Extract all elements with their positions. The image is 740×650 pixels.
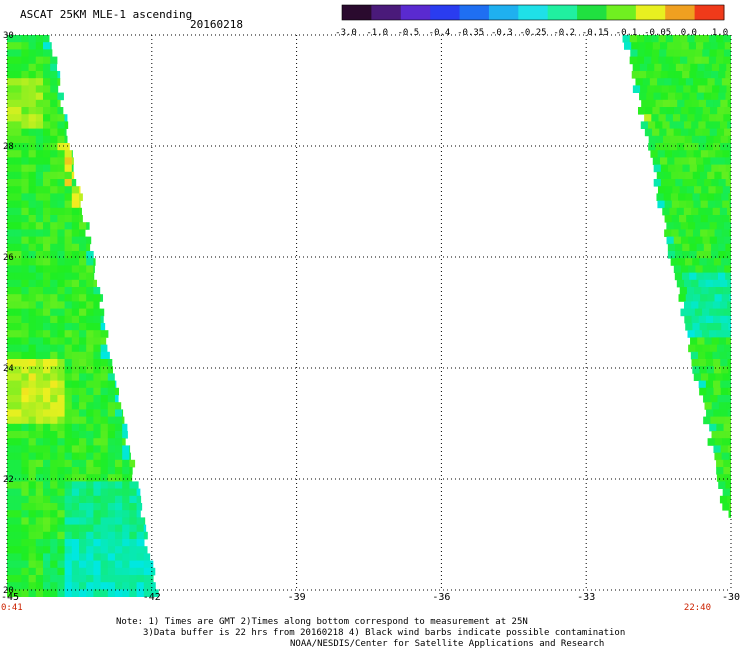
colorbar-label: -0.2 (553, 28, 575, 38)
colorbar: -3.0 -1.0 -0.5 -0.4 -0.35 -0.3 -0.25 -0.2 -0.15-… (335, 4, 728, 38)
colorbar-swatch (371, 5, 402, 20)
lon-tick-label: -42 (143, 592, 161, 603)
colorbar-label: -0.1 (616, 28, 638, 38)
lat-tick-label: 24 (3, 364, 14, 374)
colorbar-swatch (518, 5, 549, 20)
colorbar-swatch (635, 5, 666, 20)
product-title: ASCAT 25KM MLE-1 ascending (20, 8, 193, 21)
colorbar-label: -0.05 (644, 28, 671, 38)
time-left-label: 0:41 (1, 603, 23, 613)
lat-tick-label: 30 (3, 31, 14, 41)
colorbar-label: 0.0 (681, 28, 697, 38)
colorbar-label: -1.0 (366, 28, 388, 38)
lat-tick-label: 20 (3, 586, 14, 596)
colorbar-swatch (400, 5, 431, 20)
date-label: 20160218 (190, 18, 243, 31)
lat-tick-label: 28 (3, 142, 14, 152)
colorbar-swatch (430, 5, 461, 20)
colorbar-swatch (459, 5, 490, 20)
colorbar-label: -0.15 (582, 28, 609, 38)
grid (6, 34, 732, 591)
lon-tick-label: -33 (577, 592, 595, 603)
colorbar-swatch (694, 5, 725, 20)
lon-tick-label: -30 (722, 592, 740, 603)
colorbar-swatch (665, 5, 696, 20)
colorbar-swatch (488, 5, 519, 20)
lon-tick-label: -36 (432, 592, 450, 603)
colorbar-swatch (577, 5, 607, 20)
colorbar-label: 1.0 (712, 28, 728, 38)
colorbar-swatch (606, 5, 637, 20)
lat-tick-label: 22 (3, 475, 14, 485)
footer-credit: NOAA/NESDIS/Center for Satellite Applica… (290, 639, 605, 649)
footer-note-2: 3)Data buffer is 22 hrs from 20160218 4)… (143, 628, 626, 638)
colorbar-label: -3.0 (335, 28, 357, 38)
lon-tick-label: -45 (1, 592, 19, 603)
colorbar-swatch (342, 5, 372, 20)
colorbar-swatch (547, 5, 578, 20)
colorbar-label: -0.5 (397, 28, 419, 38)
colorbar-label: -0.3 (491, 28, 513, 38)
time-right-label: 22:40 (684, 603, 711, 613)
colorbar-frame (341, 4, 725, 21)
swath-field (7, 35, 731, 597)
colorbar-label: -0.35 (457, 28, 484, 38)
lon-tick-label: -39 (288, 592, 306, 603)
colorbar-label: -0.4 (429, 28, 451, 38)
lat-tick-label: 26 (3, 253, 14, 263)
footer-note-1: Note: 1) Times are GMT 2)Times along bot… (116, 617, 528, 627)
colorbar-label: -0.25 (519, 28, 546, 38)
